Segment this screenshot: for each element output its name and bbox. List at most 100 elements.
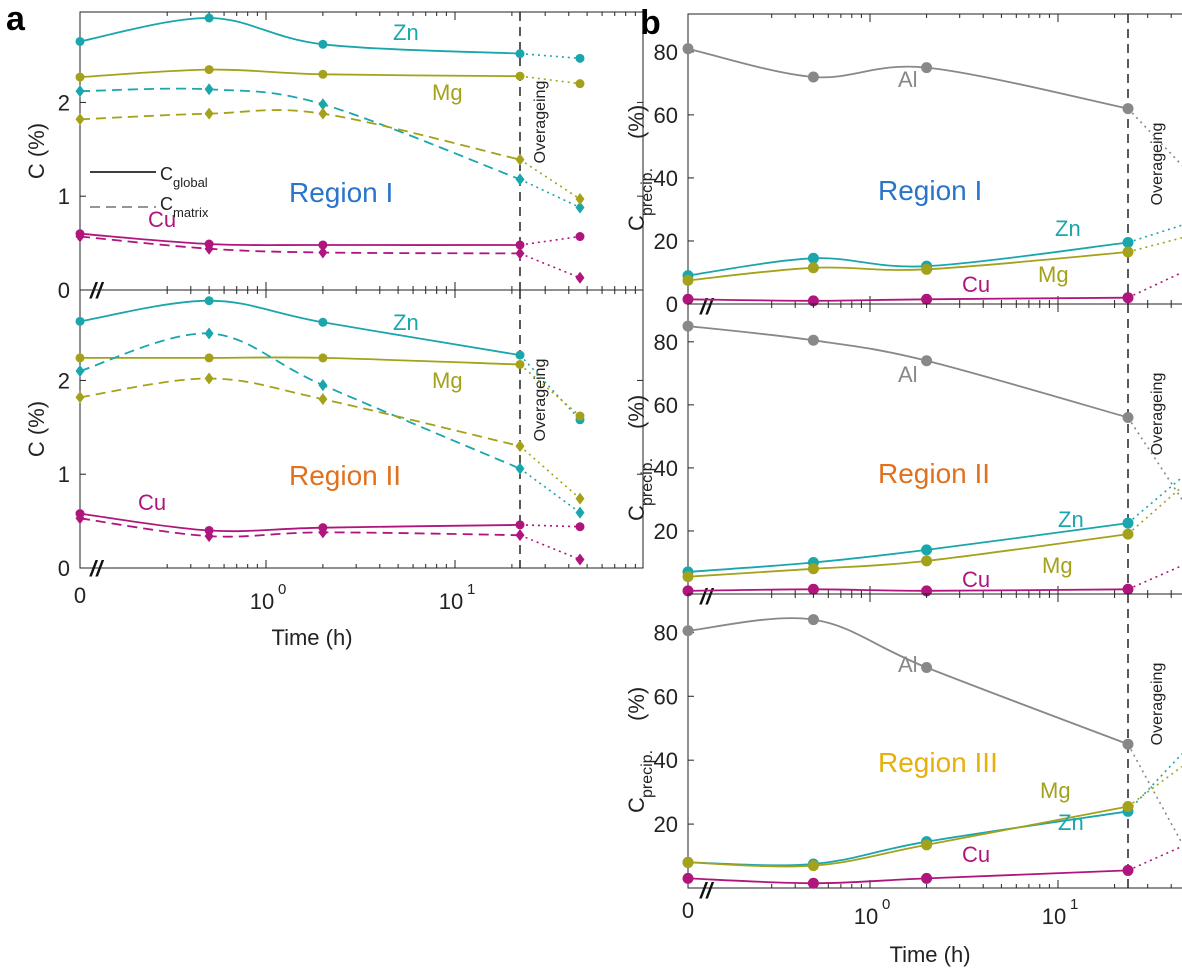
series-tail-Zn-global [519, 354, 581, 421]
data-point-Mg [921, 555, 933, 567]
data-point-Zn [1122, 517, 1134, 529]
x-tick-label: 0 [682, 898, 694, 923]
data-point-Mg-matrix [204, 107, 214, 120]
data-point-Mg [682, 856, 694, 868]
series-line-Cu [687, 869, 1129, 885]
y-axis-label: C (%) [24, 123, 49, 179]
y-axis-label-main: C [624, 505, 649, 521]
subplot-a-region-II: 0 1 2 C (%) // Overageing Zn Mg Cu Region II [24, 289, 644, 581]
data-point-Mg-global [204, 353, 214, 363]
y-tick-label: 1 [58, 462, 70, 487]
series-line-Zn [687, 522, 1129, 573]
series-line-Zn [687, 241, 1129, 277]
element-label-Cu: Cu [138, 490, 166, 515]
data-point-Zn-matrix [204, 327, 214, 340]
data-point-Al [921, 62, 933, 74]
series-tail-Cu [1127, 564, 1182, 591]
series-line-Cu-global [79, 512, 521, 533]
series-tail-Zn [1127, 753, 1182, 812]
series-tail-Al [1127, 108, 1182, 166]
data-point-Al [921, 355, 933, 367]
data-point-Mg-global [575, 411, 585, 421]
data-point-Cu [682, 293, 694, 305]
data-point-Mg-matrix [515, 153, 525, 166]
data-point-Mg [921, 839, 933, 851]
data-point-Mg [921, 263, 933, 275]
series-line-Al [687, 617, 1129, 746]
data-point-Zn [921, 544, 933, 556]
y-tick-label: 20 [654, 229, 678, 254]
series-tail-Cu-matrix [519, 252, 581, 279]
data-point-Zn [1122, 237, 1134, 249]
data-point-Al [807, 334, 819, 346]
x-tick-label: 10 [1042, 904, 1066, 929]
plot-frame [79, 289, 644, 569]
y-tick-label: 60 [654, 393, 678, 418]
y-tick-label: 80 [654, 620, 678, 645]
data-point-Mg [682, 274, 694, 286]
data-point-Cu-global [575, 522, 585, 532]
data-point-Cu-global [575, 232, 585, 242]
series-line-Cu-matrix [79, 235, 521, 255]
data-point-Cu-matrix [575, 553, 585, 566]
region-label: Region II [878, 458, 990, 489]
y-tick-label: 40 [654, 748, 678, 773]
data-point-Mg [807, 860, 819, 872]
series-line-Mg [687, 533, 1129, 578]
y-axis-label-sub: precip. [639, 168, 656, 216]
series-tail-Cu-global [519, 235, 581, 246]
data-point-Cu [1122, 864, 1134, 876]
plot-frame [687, 303, 1182, 595]
element-label-Mg: Mg [1040, 778, 1071, 803]
x-tick-sup: 0 [278, 581, 286, 598]
y-tick-label: 20 [654, 812, 678, 837]
series-line-Mg-global [79, 68, 521, 78]
x-tick-sup: 1 [1070, 896, 1078, 913]
data-point-Cu-matrix [204, 530, 214, 543]
data-point-Al [1122, 103, 1134, 115]
data-point-Al [682, 625, 694, 637]
series-tail-Zn [1127, 476, 1182, 524]
data-point-Zn-global [318, 39, 328, 49]
data-point-Cu [807, 877, 819, 889]
data-point-Zn-matrix [515, 462, 525, 475]
axis-break-mark: // [699, 584, 715, 609]
element-label-Al: Al [898, 652, 918, 677]
data-point-Zn-global [204, 296, 214, 306]
data-point-Zn-global [515, 49, 525, 59]
data-point-Mg-global [575, 79, 585, 89]
element-label-Cu: Cu [962, 272, 990, 297]
data-point-Mg [1122, 246, 1134, 258]
data-point-Mg-matrix [575, 193, 585, 206]
series-tail-Mg [1127, 765, 1182, 808]
data-point-Cu [807, 583, 819, 595]
series-tail-Mg [1127, 486, 1182, 535]
element-label-Cu: Cu [962, 567, 990, 592]
series-tail-Mg-global [519, 363, 581, 417]
data-point-Cu-matrix [75, 230, 85, 243]
y-tick-label: 20 [654, 519, 678, 544]
region-label: Region III [878, 747, 998, 778]
data-point-Cu-global [318, 240, 328, 250]
data-point-Zn [807, 252, 819, 264]
series-line-Cu-global [79, 232, 521, 247]
data-point-Al [1122, 411, 1134, 423]
data-point-Cu-matrix [318, 246, 328, 259]
data-point-Mg-global [515, 71, 525, 81]
element-label-Zn: Zn [1058, 507, 1084, 532]
region-label: Region I [289, 177, 393, 208]
data-point-Al [921, 662, 933, 673]
y-tick-label: 80 [654, 330, 678, 355]
series-line-Mg [687, 251, 1129, 282]
data-point-Mg [807, 563, 819, 575]
data-point-Zn-global [318, 317, 328, 327]
data-point-Mg-global [75, 353, 85, 363]
y-tick-label: 80 [654, 40, 678, 65]
series-tail-Cu [1127, 845, 1182, 872]
element-label-Al: Al [898, 362, 918, 387]
series-line-Zn-matrix [79, 87, 521, 181]
